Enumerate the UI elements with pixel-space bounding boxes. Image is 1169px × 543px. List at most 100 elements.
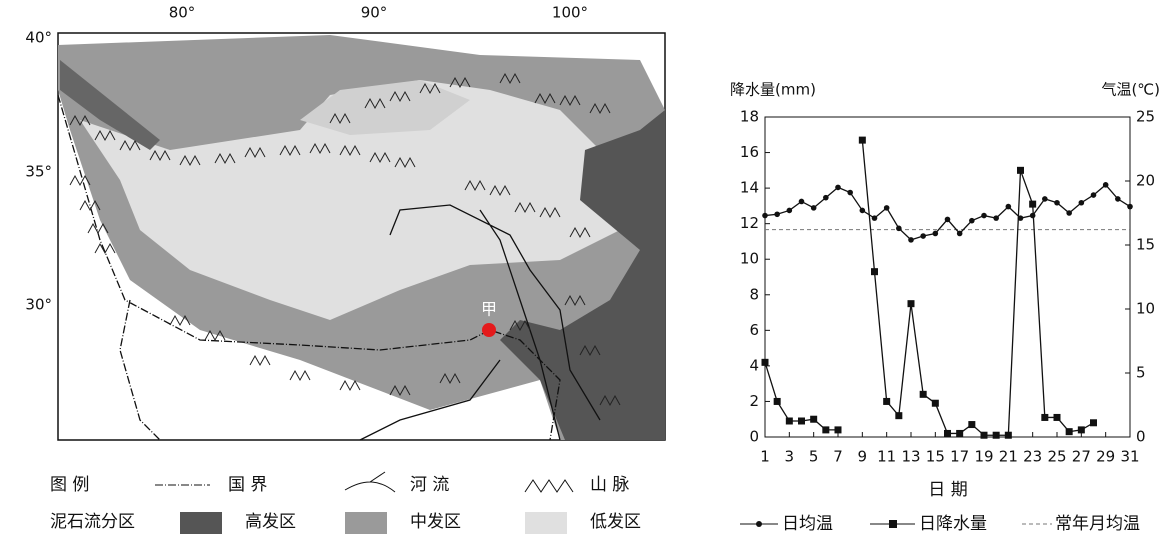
lon-label: 90° <box>361 4 388 22</box>
series-line <box>764 140 1094 436</box>
mountain-symbol <box>534 92 556 105</box>
plot-frame <box>764 116 1131 438</box>
map-legend: 图 例 国 界 河 流 山 脉 泥石流分区 高发区 中发区 低发区 <box>50 471 641 534</box>
square-marker <box>992 431 1000 439</box>
point-marker <box>1029 212 1036 219</box>
point-marker <box>908 237 914 243</box>
legend-swatch <box>525 512 567 534</box>
mountains <box>69 72 621 407</box>
map: 甲 80° 90° 100° 40° 35° 30° <box>25 4 666 441</box>
square-marker <box>980 431 988 439</box>
mountain-symbol <box>214 152 236 165</box>
mountain-symbol <box>204 329 226 342</box>
mountain-symbol <box>389 384 411 397</box>
point-marker <box>1005 203 1012 210</box>
y-tick-label: 16 <box>740 143 759 161</box>
mountain-symbol <box>499 72 521 85</box>
series-line <box>764 183 1131 241</box>
mountain-symbol <box>514 201 536 214</box>
mountain-symbol <box>439 372 461 385</box>
legend-label: 常年月均温 <box>1055 514 1140 534</box>
legend-mountain: 山 脉 <box>590 475 629 495</box>
mountain-symbol <box>279 144 301 157</box>
square-marker <box>1053 413 1061 421</box>
point-marker <box>786 207 793 214</box>
point-marker <box>1066 210 1072 216</box>
legend-river: 河 流 <box>410 475 449 495</box>
square-marker <box>785 417 793 425</box>
river <box>359 204 601 441</box>
mountain-symbol <box>599 394 621 407</box>
x-tick-label: 13 <box>901 448 920 466</box>
square-marker <box>944 429 951 437</box>
mountain-symbol <box>249 354 271 367</box>
legend-label: 日降水量 <box>919 514 987 534</box>
mountain-symbol <box>564 294 586 307</box>
lat-label: 35° <box>25 163 52 181</box>
square-marker <box>895 412 903 420</box>
x-tick-label: 29 <box>1096 448 1115 466</box>
mountain-symbol <box>369 151 391 164</box>
high-zone <box>60 60 160 150</box>
square-marker <box>956 429 964 437</box>
x-tick-label: 31 <box>1120 448 1139 466</box>
mountain-symbol <box>559 94 581 107</box>
point-marker <box>1127 203 1133 210</box>
y2-tick-label: 25 <box>1136 108 1155 126</box>
mountain-symbol <box>149 149 171 162</box>
y-tick-label: 0 <box>749 428 759 446</box>
legend-low: 低发区 <box>590 512 641 532</box>
location-marker <box>482 323 496 337</box>
square-marker <box>1041 413 1049 421</box>
mountain-symbol <box>489 184 511 197</box>
legend-border: 国 界 <box>228 475 267 495</box>
chart: 降水量(mm) 气温(℃) 日 期 0246810121416180510152… <box>730 81 1160 535</box>
x-tick-label: 15 <box>926 448 945 466</box>
legend-title: 图 例 <box>50 475 89 495</box>
point-marker <box>981 212 987 219</box>
y2-tick-label: 15 <box>1136 236 1155 254</box>
x-tick-label: 9 <box>858 448 868 466</box>
mountain-symbol <box>69 174 91 187</box>
y-tick-label: 14 <box>740 179 759 197</box>
x-tick-label: 1 <box>760 448 770 466</box>
point-marker <box>956 230 963 237</box>
mountain-symbol <box>79 199 101 212</box>
point-marker <box>1017 215 1024 221</box>
point-marker <box>944 216 951 223</box>
x-tick-label: 21 <box>999 448 1018 466</box>
point-marker <box>896 225 902 232</box>
y2-tick-label: 5 <box>1136 364 1146 382</box>
square-marker <box>919 390 927 398</box>
point-marker <box>1054 199 1060 206</box>
mountain-symbol <box>364 97 386 110</box>
square-marker <box>1077 426 1085 434</box>
point-marker <box>932 230 939 237</box>
point-marker <box>762 212 768 219</box>
x-tick-label: 11 <box>877 448 896 466</box>
legend-mountain-symbol <box>524 479 574 493</box>
mountain-symbol <box>394 156 416 169</box>
point-marker <box>1090 192 1097 198</box>
square-marker <box>810 415 818 423</box>
point-marker <box>1078 199 1085 206</box>
x-tick-label: 7 <box>833 448 843 466</box>
y2-tick-label: 10 <box>1136 300 1155 318</box>
x-tick-label: 17 <box>950 448 969 466</box>
point-marker <box>774 211 780 218</box>
mountain-symbol <box>539 206 561 219</box>
point-marker <box>1115 196 1121 202</box>
mountain-symbol <box>179 154 201 167</box>
mountain-symbol <box>289 369 311 382</box>
y-tick-label: 12 <box>740 214 759 232</box>
mountain-symbol <box>69 114 91 127</box>
mountain-symbol <box>329 112 351 125</box>
point-marker <box>1042 196 1048 202</box>
square-marker <box>907 300 915 308</box>
square-marker <box>798 417 805 425</box>
x-tick-label: 19 <box>974 448 993 466</box>
y-tick-label: 10 <box>740 250 759 268</box>
square-marker <box>822 426 830 434</box>
legend-river-symbol <box>344 471 396 493</box>
point-marker <box>859 207 866 214</box>
